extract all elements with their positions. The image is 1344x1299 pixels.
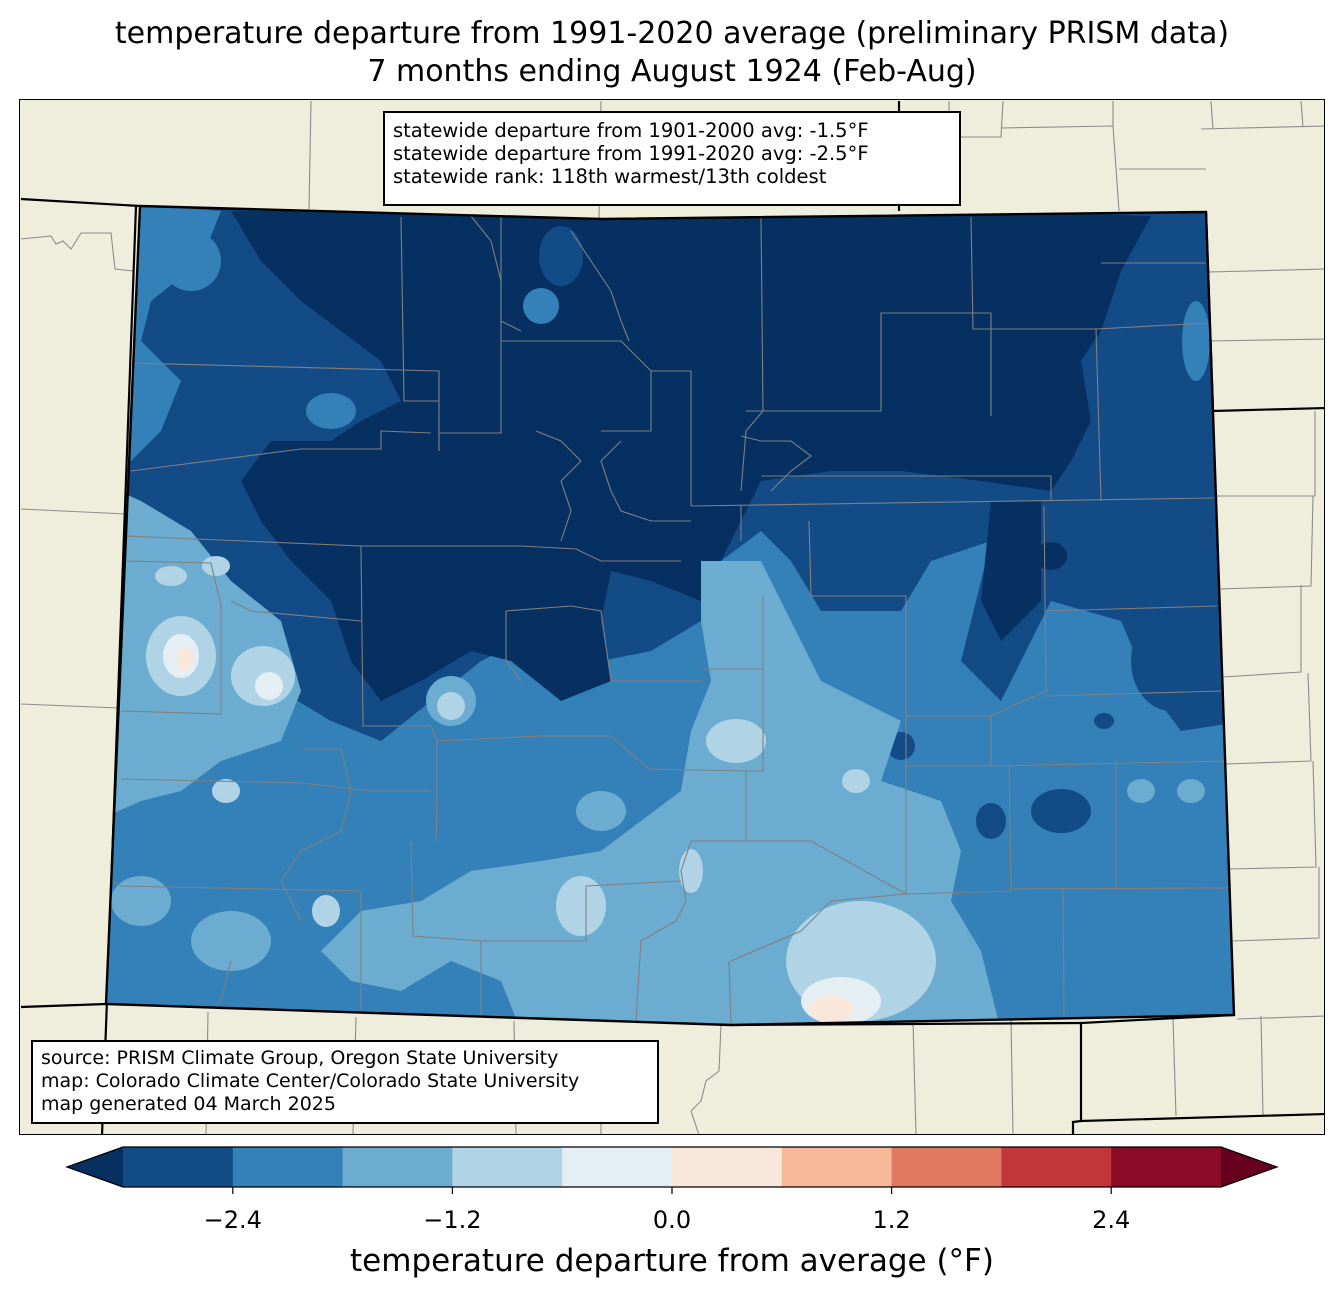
- colorbar-bin: [232, 1147, 344, 1187]
- map-subtitle: 7 months ending August 1924 (Feb-Aug): [367, 54, 977, 89]
- colorbar-bin: [891, 1147, 1002, 1187]
- colorbar-bin: [672, 1147, 783, 1187]
- colorbar-tick-label: 0.0: [652, 1206, 692, 1234]
- colorbar-tick-label: −2.4: [203, 1206, 262, 1234]
- colorbar: [65, 1146, 1279, 1194]
- colorado-outline: [104, 204, 1236, 1027]
- generated-date-line: map generated 04 March 2025: [41, 1093, 336, 1115]
- colorado-temperature-map: [20, 100, 1324, 1134]
- colorbar-over-arrow: [1221, 1147, 1277, 1187]
- colorbar-tick-label: 2.4: [1092, 1206, 1131, 1234]
- colorbar-bin: [342, 1147, 453, 1187]
- colorbar-bin: [123, 1147, 234, 1187]
- colorbar-bin: [1111, 1147, 1222, 1187]
- colorbar-tick-label: −1.2: [423, 1206, 482, 1234]
- colorbar-bin: [562, 1147, 673, 1187]
- colorbar-tick-label: 1.2: [872, 1206, 911, 1234]
- colorbar-under-arrow: [67, 1147, 123, 1187]
- colorbar-outline: [65, 1146, 1279, 1188]
- map-credit-line: map: Colorado Climate Center/Colorado St…: [41, 1070, 580, 1092]
- stats-departure-1991-2020: statewide departure from 1991-2020 avg: …: [393, 142, 869, 165]
- source-line: source: PRISM Climate Group, Oregon Stat…: [41, 1047, 559, 1069]
- colorbar-bin: [1001, 1147, 1112, 1187]
- colorbar-label: temperature departure from average (°F): [350, 1243, 994, 1279]
- colorbar-bin: [781, 1147, 893, 1187]
- stats-departure-1901-2000: statewide departure from 1901-2000 avg: …: [393, 119, 869, 142]
- county-lines: [110, 215, 1232, 1025]
- map-title: temperature departure from 1991-2020 ave…: [114, 16, 1230, 51]
- temperature-field: [106, 206, 1234, 1025]
- stats-rank: statewide rank: 118th warmest/13th colde…: [393, 165, 827, 188]
- map-panel: [19, 99, 1325, 1135]
- source-box: source: PRISM Climate Group, Oregon Stat…: [31, 1040, 659, 1124]
- colorbar-bin: [452, 1147, 563, 1187]
- statewide-stats-box: statewide departure from 1901-2000 avg: …: [383, 111, 961, 206]
